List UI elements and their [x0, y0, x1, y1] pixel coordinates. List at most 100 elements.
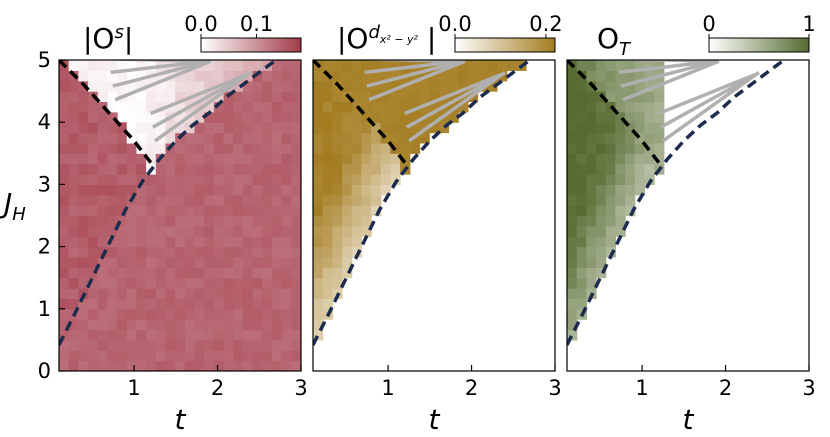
- heatmap-cell: [271, 246, 283, 258]
- heatmap-cell: [223, 329, 234, 341]
- heatmap-cell: [97, 111, 108, 123]
- heatmap-cell: [291, 174, 301, 185]
- heatmap-cell: [126, 174, 138, 185]
- hatch-line: [364, 60, 461, 75]
- heatmap-cell: [313, 132, 324, 144]
- heatmap-cell: [165, 174, 176, 185]
- plot-frame: [58, 59, 302, 372]
- heatmap-cell: [97, 288, 108, 300]
- heatmap-cell: [281, 91, 292, 103]
- heatmap-cell: [155, 256, 167, 268]
- heatmap-cell: [567, 174, 578, 185]
- heatmap-cell: [567, 132, 578, 144]
- heatmap-cell: [409, 111, 421, 123]
- heatmap-cell: [361, 111, 372, 123]
- heatmap-cell: [252, 339, 263, 351]
- heatmap-cell: [634, 122, 646, 134]
- heatmap-cell: [97, 298, 108, 310]
- heatmap-cell: [78, 205, 89, 217]
- heatmap-cell: [291, 132, 301, 144]
- heatmap-cell: [165, 132, 176, 144]
- heatmap-cell: [634, 132, 646, 144]
- heatmap-cell: [184, 246, 196, 258]
- heatmap-cell: [97, 163, 108, 175]
- colorbar-gradient: [708, 37, 810, 53]
- heatmap-cell: [136, 194, 147, 206]
- heatmap-cell: [654, 111, 665, 123]
- heatmap-cell: [567, 319, 578, 331]
- heatmap-cell: [223, 205, 234, 217]
- heatmap-cell: [271, 339, 283, 351]
- heatmap-cell: [252, 319, 263, 331]
- heatmap-cell: [88, 153, 99, 165]
- heatmap-cell: [576, 256, 587, 268]
- heatmap-cell: [204, 111, 215, 123]
- heatmap-cell: [576, 153, 587, 165]
- heatmap-cell: [380, 101, 392, 113]
- hatch-line: [110, 60, 207, 75]
- heatmap-cell: [400, 101, 411, 113]
- heatmap-cell: [233, 205, 244, 217]
- heatmap-cell: [291, 205, 301, 217]
- heatmap-cell: [371, 163, 382, 175]
- heatmap-cell: [59, 215, 70, 227]
- heatmap-cell: [576, 111, 587, 123]
- heatmap-cell: [68, 163, 79, 175]
- heatmap-cell: [213, 246, 225, 258]
- heatmap-cell: [88, 360, 99, 371]
- heatmap-cell: [97, 339, 108, 351]
- heatmap-cell: [400, 111, 411, 123]
- heatmap-cell: [59, 184, 70, 196]
- heatmap-cell: [252, 205, 263, 217]
- x-tick-label: 3: [802, 376, 815, 400]
- heatmap-cell: [184, 205, 196, 217]
- heatmap-cell: [223, 288, 234, 300]
- heatmap-cell: [634, 163, 646, 175]
- heatmap-cell: [155, 350, 167, 362]
- heatmap-cell: [252, 256, 263, 268]
- heatmap-cell: [68, 236, 79, 248]
- heatmap-cell: [605, 163, 616, 175]
- heatmap-cell: [68, 111, 79, 123]
- heatmap-cell: [596, 70, 607, 82]
- heatmap-cell: [291, 142, 301, 154]
- heatmap-cell: [252, 70, 263, 82]
- heatmap-cell: [165, 360, 176, 371]
- heatmap-cell: [625, 80, 636, 92]
- heatmap-cell: [567, 194, 578, 206]
- hatch-line: [407, 70, 506, 143]
- heatmap-cell: [262, 163, 273, 175]
- heatmap-cell: [654, 60, 665, 71]
- heatmap-cell: [59, 288, 70, 300]
- heatmap-cell: [184, 277, 196, 289]
- heatmap-cell: [78, 194, 89, 206]
- heatmap-cell: [136, 350, 147, 362]
- heatmap-cell: [291, 91, 301, 103]
- heatmap-cell: [586, 246, 597, 258]
- heatmap-cell: [281, 101, 292, 113]
- heatmap-cell: [429, 122, 440, 134]
- heatmap-cell: [625, 153, 636, 165]
- heatmap-cell: [291, 246, 301, 258]
- heatmap-cell: [233, 122, 244, 134]
- heatmap-cell: [322, 298, 333, 310]
- heatmap-cell: [204, 246, 215, 258]
- heatmap-cell: [223, 236, 234, 248]
- heatmap-cell: [596, 267, 607, 279]
- heatmap-cell: [117, 153, 128, 165]
- heatmap-cell: [458, 70, 469, 82]
- heatmap-cell: [126, 142, 138, 154]
- heatmap-cell: [596, 153, 607, 165]
- heatmap-cell: [88, 111, 99, 123]
- heatmap-cell: [281, 132, 292, 144]
- heatmap-cell: [78, 91, 89, 103]
- y-tick-label: 1: [38, 297, 51, 321]
- heatmap-cell: [184, 256, 196, 268]
- heatmap-cell: [332, 246, 343, 258]
- heatmap-cell: [252, 298, 263, 310]
- heatmap-cell: [59, 70, 70, 82]
- heatmap-cell: [605, 111, 616, 123]
- heatmap-cell: [97, 91, 108, 103]
- heatmap-cell: [576, 174, 587, 185]
- heatmap-cell: [567, 329, 578, 341]
